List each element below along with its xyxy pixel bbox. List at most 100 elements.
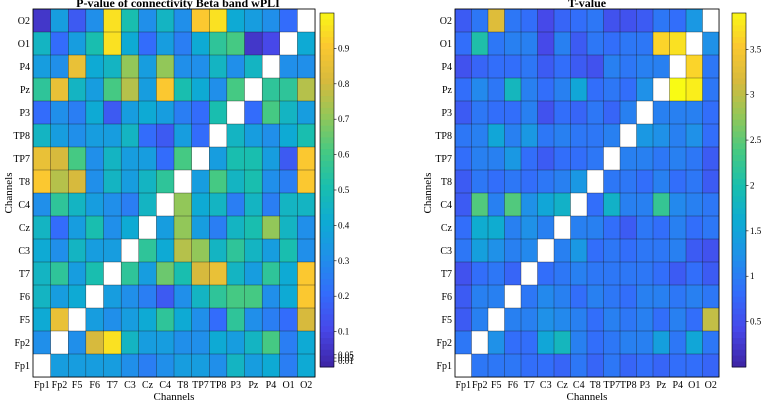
colorbar-segment — [732, 48, 746, 55]
x-tick-label: T8 — [177, 380, 188, 391]
x-tick-label: Pz — [656, 380, 667, 391]
heatmap-cell — [669, 330, 687, 355]
heatmap-cell — [603, 307, 621, 332]
heatmap-cell — [297, 330, 316, 355]
heatmap-cell — [454, 261, 472, 286]
heatmap-cell — [603, 77, 621, 102]
heatmap-cell — [138, 307, 157, 332]
heatmap-cell — [191, 8, 210, 33]
heatmap-cell — [191, 169, 210, 194]
colorbar-tick-label: 1.5 — [750, 226, 762, 236]
heatmap-cell — [226, 146, 245, 171]
heatmap-cell — [68, 284, 87, 309]
heatmap-cell — [454, 215, 472, 240]
colorbar-segment — [320, 266, 334, 274]
heatmap-cell — [636, 284, 654, 309]
x-tick-label: O2 — [705, 380, 717, 391]
x-tick-label: Cz — [142, 380, 154, 391]
heatmap-cell — [50, 330, 69, 355]
heatmap-cell — [226, 77, 245, 102]
x-tick-label: P4 — [266, 380, 277, 391]
colorbar-segment — [320, 18, 334, 26]
heatmap-cell — [156, 123, 175, 148]
colorbar-segment — [732, 249, 746, 256]
x-tick-label: T8 — [590, 380, 601, 391]
heatmap-cell — [297, 31, 316, 56]
colorbar-segment — [732, 13, 746, 20]
heatmap-cell — [702, 330, 720, 355]
heatmap-cell — [685, 215, 703, 240]
heatmap-cell — [537, 330, 555, 355]
heatmap-cell — [520, 169, 538, 194]
heatmap-cell — [297, 215, 316, 240]
heatmap-cell — [279, 8, 298, 33]
heatmap-cell — [68, 8, 87, 33]
heatmap-cell — [619, 31, 637, 56]
heatmap-cell — [209, 169, 228, 194]
heatmap-cell — [120, 261, 140, 286]
heatmap-cell — [537, 215, 555, 240]
heatmap-cell — [636, 330, 654, 355]
x-tick-label: Fp1 — [34, 380, 50, 391]
heatmap-cell — [586, 261, 604, 286]
heatmap-cell — [103, 238, 122, 263]
colorbar-segment — [320, 54, 334, 61]
colorbar-segment — [320, 213, 334, 220]
heatmap-cell — [173, 330, 193, 355]
heatmap-cell — [173, 77, 193, 102]
colorbar-segment — [732, 284, 746, 291]
colorbar-segment — [320, 77, 334, 85]
heatmap-cell — [191, 123, 210, 148]
heatmap-cell — [553, 261, 571, 286]
heatmap-cell — [586, 8, 604, 33]
heatmap-cell — [586, 238, 604, 263]
heatmap-cell — [652, 146, 670, 171]
colorbar-segment — [320, 337, 334, 344]
heatmap-cell — [226, 215, 245, 240]
colorbar-segment — [732, 290, 746, 297]
heatmap-cell — [261, 307, 281, 332]
heatmap-cell — [209, 330, 228, 355]
colorbar-segment — [732, 42, 746, 49]
heatmap-cell — [685, 307, 703, 332]
heatmap-cell — [138, 238, 157, 263]
colorbar-segment — [732, 337, 746, 344]
heatmap-cell — [471, 353, 489, 378]
heatmap-cell — [138, 215, 157, 240]
heatmap-cell — [32, 353, 52, 378]
heatmap-cell — [471, 100, 489, 125]
heatmap-cell — [603, 146, 621, 171]
heatmap-cell — [279, 31, 298, 56]
heatmap-cell — [244, 353, 263, 378]
colorbar-tick-label: 0.03 — [338, 353, 354, 363]
heatmap-cell — [603, 100, 621, 125]
heatmap-cell — [652, 238, 670, 263]
heatmap-cell — [173, 192, 193, 217]
heatmap-cell — [173, 284, 193, 309]
heatmap-cell — [261, 169, 281, 194]
heatmap-cell — [553, 31, 571, 56]
colorbar-tick-label: 0.2 — [338, 291, 349, 301]
heatmap-cell — [553, 77, 571, 102]
heatmap-cell — [520, 123, 538, 148]
heatmap-cell — [103, 353, 122, 378]
heatmap-cell — [173, 8, 193, 33]
heatmap-cell — [120, 284, 140, 309]
y-tick-label: Cz — [19, 223, 31, 234]
heatmap-cell — [603, 353, 621, 378]
heatmap-cell — [504, 123, 522, 148]
colorbar-segment — [732, 101, 746, 108]
colorbar-segment — [732, 95, 746, 102]
chart-title: P-value of connectivity Beta band wPLI — [76, 0, 280, 10]
colorbar-segment — [320, 30, 334, 38]
y-tick-label: Pz — [20, 85, 31, 96]
heatmap-cell — [487, 261, 505, 286]
heatmap-cell — [261, 261, 281, 286]
heatmap-cell — [85, 100, 104, 125]
heatmap-cell — [520, 54, 538, 79]
heatmap-cell — [120, 330, 140, 355]
colorbar-segment — [732, 119, 746, 126]
colorbar-segment — [320, 331, 334, 338]
heatmap-cell — [487, 123, 505, 148]
colorbar-segment — [320, 119, 334, 126]
